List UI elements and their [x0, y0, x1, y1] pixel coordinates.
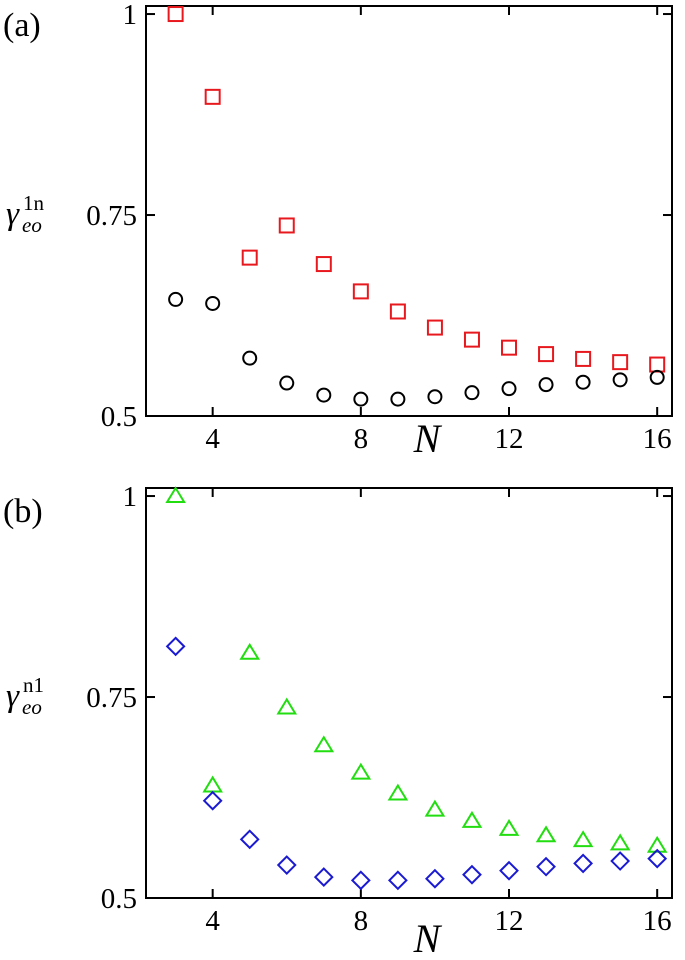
series-triangle — [165, 486, 668, 853]
data-point-triangle — [572, 830, 594, 848]
data-point-square — [352, 283, 369, 300]
data-point-circle — [168, 291, 184, 307]
x-tick-label: 4 — [205, 423, 220, 455]
y-tick-label: 0.5 — [101, 401, 137, 433]
data-point-square — [612, 354, 629, 371]
data-point-triangle — [313, 735, 335, 753]
data-point-triangle — [424, 799, 446, 817]
data-point-square — [167, 6, 184, 23]
y-label-symbol: γ — [6, 678, 20, 714]
data-point-triangle — [165, 486, 186, 504]
series-circle — [168, 291, 665, 407]
panel-label: (a) — [3, 7, 41, 44]
data-point-diamond — [387, 870, 408, 891]
data-point-diamond — [239, 829, 260, 850]
data-point-diamond — [202, 790, 223, 811]
data-point-circle — [390, 391, 406, 407]
y-tick-label: 0.75 — [86, 682, 137, 714]
series-square — [167, 6, 666, 373]
data-point-triangle — [461, 810, 483, 828]
data-point-square — [204, 88, 221, 105]
x-tick-label: 4 — [205, 905, 220, 937]
x-tick-label: 16 — [643, 423, 672, 455]
data-point-circle — [575, 374, 591, 390]
data-point-triangle — [350, 762, 372, 780]
series-diamond — [165, 636, 668, 891]
data-point-circle — [427, 389, 443, 405]
data-point-square — [538, 346, 555, 363]
data-point-diamond — [536, 856, 556, 877]
data-point-square — [278, 217, 295, 234]
data-point-square — [389, 303, 406, 320]
data-point-diamond — [313, 867, 334, 888]
y-label-symbol: γ — [6, 196, 20, 232]
data-point-square — [501, 339, 518, 356]
data-point-diamond — [573, 853, 594, 874]
data-point-circle — [501, 381, 517, 397]
data-point-circle — [649, 369, 665, 385]
y-label-subscript: eo — [22, 213, 42, 237]
data-point-square — [241, 249, 258, 266]
x-axis-label: N — [413, 416, 443, 461]
x-tick-label: 8 — [354, 905, 369, 937]
data-point-circle — [538, 377, 554, 393]
data-point-triangle — [609, 833, 631, 851]
data-point-diamond — [462, 864, 482, 885]
data-point-diamond — [425, 868, 445, 889]
data-point-triangle — [239, 642, 260, 660]
data-point-circle — [242, 350, 258, 366]
data-point-triangle — [646, 835, 668, 853]
x-axis-label: N — [413, 916, 443, 960]
data-point-square — [575, 350, 592, 367]
data-point-circle — [279, 375, 295, 391]
y-tick-label: 0.5 — [101, 883, 137, 915]
data-point-square — [463, 331, 480, 348]
plot-frame — [145, 5, 673, 417]
data-point-square — [426, 319, 443, 336]
data-point-diamond — [499, 860, 519, 881]
plot-frame — [145, 487, 673, 899]
y-label-subscript: eo — [22, 695, 42, 719]
y-tick-label: 1 — [123, 481, 138, 513]
data-point-triangle — [535, 825, 557, 843]
data-point-diamond — [610, 851, 631, 871]
data-point-triangle — [202, 775, 223, 793]
y-label-superscript: 1n — [23, 191, 45, 215]
x-tick-label: 16 — [643, 905, 672, 937]
data-point-diamond — [165, 636, 186, 657]
data-point-circle — [464, 385, 480, 401]
data-point-circle — [316, 387, 332, 403]
panel-label: (b) — [3, 493, 43, 530]
y-tick-label: 1 — [123, 0, 138, 31]
data-point-diamond — [276, 855, 297, 875]
data-point-circle — [612, 372, 628, 388]
data-point-diamond — [647, 848, 668, 869]
y-tick-label: 0.75 — [86, 200, 137, 232]
data-point-diamond — [350, 870, 371, 891]
y-label-superscript: n1 — [23, 673, 44, 697]
data-point-triangle — [276, 697, 298, 715]
x-tick-label: 12 — [495, 423, 524, 455]
data-point-triangle — [387, 783, 409, 801]
data-point-square — [649, 356, 666, 373]
x-tick-label: 12 — [495, 905, 524, 937]
data-point-circle — [353, 391, 369, 407]
data-point-circle — [205, 295, 221, 311]
x-tick-label: 8 — [354, 423, 369, 455]
data-point-triangle — [498, 818, 520, 836]
data-point-square — [315, 256, 332, 273]
